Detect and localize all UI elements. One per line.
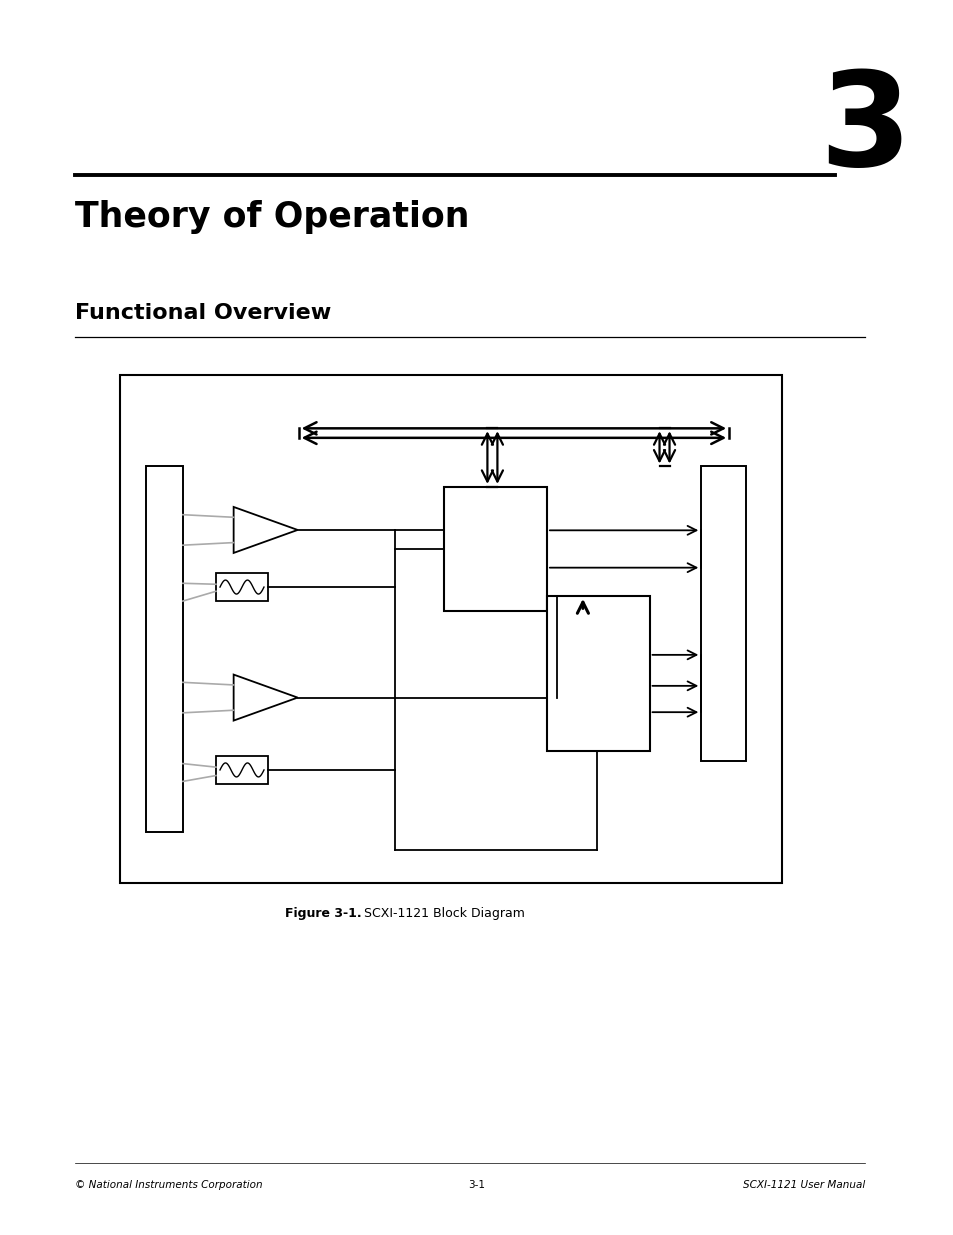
Text: SCXI-1121 Block Diagram: SCXI-1121 Block Diagram <box>355 906 524 920</box>
Bar <box>215 756 268 784</box>
Polygon shape <box>233 506 297 553</box>
Text: Functional Overview: Functional Overview <box>75 303 331 324</box>
Text: 3-1: 3-1 <box>468 1179 485 1191</box>
Bar <box>215 573 268 601</box>
Bar <box>546 597 649 751</box>
Bar <box>147 467 183 832</box>
Text: SCXI-1121 User Manual: SCXI-1121 User Manual <box>742 1179 864 1191</box>
Text: Theory of Operation: Theory of Operation <box>75 200 469 233</box>
Text: 3: 3 <box>819 67 910 194</box>
Bar <box>120 375 781 883</box>
Bar <box>444 487 546 611</box>
Text: Figure 3-1.: Figure 3-1. <box>285 906 361 920</box>
Polygon shape <box>233 674 297 720</box>
Bar <box>700 467 745 761</box>
Text: © National Instruments Corporation: © National Instruments Corporation <box>75 1179 262 1191</box>
